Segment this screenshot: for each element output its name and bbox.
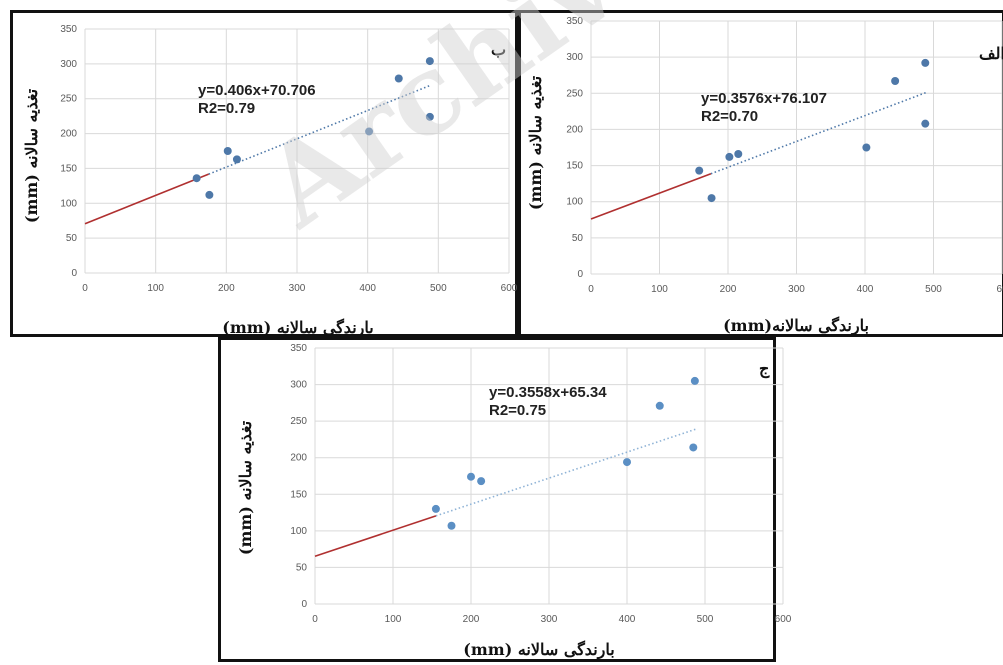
x-tick-label: 300 (541, 614, 558, 625)
y-tick-label: 300 (60, 59, 77, 70)
x-axis-label: بارندگی سالانه (mm) (222, 318, 373, 338)
trendline-dotted (435, 427, 698, 517)
x-tick-label: 0 (588, 284, 594, 295)
y-tick-label: 300 (290, 380, 307, 391)
y-tick-label: 0 (301, 599, 307, 610)
x-tick-label: 100 (385, 614, 402, 625)
data-point (425, 112, 434, 121)
trendline-solid (590, 173, 712, 220)
r-squared-label: R2=0.79 (198, 100, 255, 117)
x-tick-label: 0 (312, 614, 318, 625)
data-point (695, 166, 704, 175)
y-tick-label: 50 (572, 233, 584, 244)
data-point (891, 76, 900, 85)
chart-b-svg: 0 50 100 150 200 250 300 350 0 100 200 300 400 500 600… (22, 24, 518, 338)
data-point (690, 376, 699, 385)
x-tick-label: 500 (925, 284, 942, 295)
trendline-solid (314, 515, 437, 557)
data-point (223, 147, 232, 155)
chart-jim-svg: 0 50 100 150 200 250 300 350 0 100 200 300 400 500 600… (236, 343, 792, 660)
x-axis-label: بارندگی سالانه(mm) (723, 316, 869, 336)
chart-panel-alef: 0 50 100 150 200 250 300 350 0 100 200 300 400 500 60 y… (518, 10, 1003, 337)
x-tick-label: 200 (218, 283, 235, 294)
y-tick-label: 150 (566, 161, 583, 172)
trend-equation: y=0.3576x+76.107 (701, 90, 827, 107)
data-point (365, 127, 374, 136)
data-point (623, 458, 631, 467)
data-point (862, 143, 871, 152)
x-tick-label: 60 (996, 284, 1003, 295)
y-tick-label: 350 (566, 16, 583, 27)
y-tick-label: 50 (296, 562, 308, 573)
data-point (232, 155, 241, 164)
y-tick-label: 350 (60, 24, 77, 35)
x-tick-label: 400 (359, 283, 376, 294)
y-tick-label: 350 (290, 343, 307, 354)
y-tick-label: 200 (290, 453, 307, 464)
y-tick-label: 300 (566, 52, 583, 63)
panel-label: الف (979, 44, 1003, 63)
trendline-solid (84, 173, 209, 225)
y-axis-label: تغذیه سالانه (mm) (22, 88, 41, 223)
data-point (425, 57, 434, 66)
y-tick-label: 250 (566, 88, 583, 99)
trend-equation: y=0.3558x+65.34 (489, 384, 607, 401)
x-tick-label: 200 (720, 284, 737, 295)
x-tick-label: 0 (82, 283, 88, 294)
x-tick-label: 600 (775, 614, 792, 625)
data-point (447, 521, 456, 530)
data-point (192, 174, 201, 183)
y-tick-label: 0 (71, 268, 77, 279)
data-point (689, 443, 698, 452)
x-tick-label: 200 (463, 614, 480, 625)
y-tick-label: 250 (290, 416, 307, 427)
panel-label: ج (759, 359, 770, 379)
data-point (725, 152, 734, 161)
data-point (394, 74, 403, 83)
data-point (921, 119, 930, 128)
x-tick-label: 100 (651, 284, 668, 295)
y-tick-label: 250 (60, 94, 77, 105)
chart-panel-b: 0 50 100 150 200 250 300 350 0 100 200 300 400 500 600… (10, 10, 518, 338)
data-point (431, 504, 440, 513)
x-tick-label: 300 (289, 283, 306, 294)
data-point (707, 194, 716, 203)
x-axis-label: بارندگی سالانه (mm) (463, 640, 614, 660)
r-squared-label: R2=0.70 (701, 108, 758, 125)
data-point (734, 150, 743, 159)
y-tick-label: 200 (60, 129, 77, 140)
y-tick-label: 100 (60, 198, 77, 209)
chart-panel-jim: 0 50 100 150 200 250 300 350 0 100 200 300 400 500 600… (218, 337, 792, 662)
data-point (205, 190, 214, 199)
trend-equation: y=0.406x+70.706 (198, 82, 316, 99)
x-tick-label: 500 (430, 283, 447, 294)
x-tick-label: 400 (619, 614, 636, 625)
chart-alef-svg: 0 50 100 150 200 250 300 350 0 100 200 300 400 500 60 y… (526, 16, 1003, 336)
data-point (477, 477, 486, 486)
data-point (467, 472, 475, 481)
panel-label: ب (491, 40, 506, 59)
x-tick-label: 400 (857, 284, 874, 295)
y-tick-label: 100 (290, 526, 307, 537)
y-tick-label: 150 (60, 163, 77, 174)
data-point (921, 58, 930, 67)
x-tick-label: 100 (147, 283, 164, 294)
y-axis-label: تغذیه سالانه (mm) (526, 75, 545, 210)
y-tick-label: 150 (290, 489, 307, 500)
x-tick-label: 500 (697, 614, 714, 625)
y-axis-label: تغذیه سالانه (mm) (236, 420, 255, 555)
trendline-dotted (710, 91, 927, 175)
x-tick-label: 300 (788, 284, 805, 295)
x-tick-label: 600 (501, 283, 518, 294)
y-tick-label: 50 (66, 233, 78, 244)
data-point (655, 401, 664, 410)
y-tick-label: 100 (566, 197, 583, 208)
y-tick-label: 0 (577, 269, 583, 280)
r-squared-label: R2=0.75 (489, 402, 546, 419)
y-tick-label: 200 (566, 124, 583, 135)
